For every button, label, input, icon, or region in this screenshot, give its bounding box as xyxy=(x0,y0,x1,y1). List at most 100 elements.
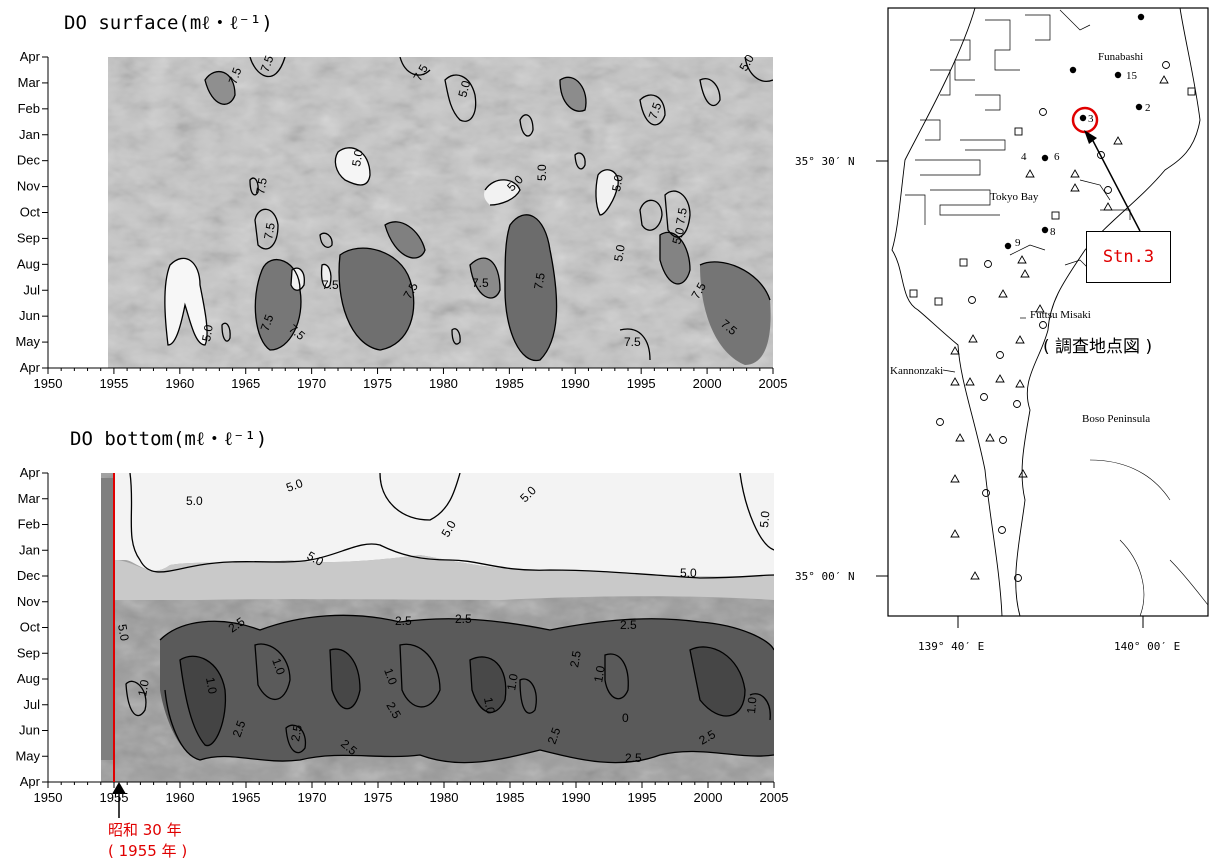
y-tick-label: Apr xyxy=(20,360,41,375)
contour-label: 1.0 xyxy=(744,696,759,714)
station-number-label: 3 xyxy=(1088,113,1094,125)
y-tick-label: Nov xyxy=(17,179,41,194)
y-tick-label: Feb xyxy=(18,517,40,532)
contour-label: 2.5 xyxy=(625,751,642,765)
station-number-label: 8 xyxy=(1050,226,1056,238)
station-number-label: 2 xyxy=(1145,102,1151,114)
bottom-y-ticks: Apr May Jun Jul Aug Sep Oct Nov Dec Jan Feb Mar Apr xyxy=(15,465,48,789)
bottom-chart-title: DO bottom(mℓ・ℓ⁻¹) xyxy=(70,428,268,450)
contour-label: 7.5 xyxy=(531,271,548,290)
harbor-structures xyxy=(905,9,1131,271)
y-tick-label: Jul xyxy=(23,697,40,712)
y-tick-label: Feb xyxy=(18,101,40,116)
contour-label: 7.5 xyxy=(646,100,665,121)
contour-label: 7.5 xyxy=(624,335,641,349)
y-tick-label: Sep xyxy=(17,645,40,660)
contour-label: 7.5 xyxy=(258,312,277,333)
place-label-futtsu: Futtsu Misaki xyxy=(1030,309,1091,321)
y-tick-label: Dec xyxy=(17,153,41,168)
surface-y-ticks: Apr May Jun Jul Aug Sep Oct Nov Dec Jan Feb Mar Apr xyxy=(15,49,48,375)
contour-label: 5.0 xyxy=(199,323,216,342)
contour-label: 2.5 xyxy=(230,718,249,739)
x-tick-label: 1975 xyxy=(364,790,393,805)
survey-stations-open xyxy=(909,61,1196,582)
station-label: Stn.3 xyxy=(1102,247,1155,267)
marker-label-showa: 昭和 30 年 xyxy=(108,821,182,839)
x-tick-label: 1975 xyxy=(363,376,392,391)
y-tick-label: May xyxy=(15,748,40,763)
x-tick-label: 1965 xyxy=(231,376,260,391)
contour-label: 7.5 xyxy=(258,53,277,74)
y-tick-label: Jan xyxy=(19,127,40,142)
station-map: 15 2 3 4 6 8 9 Funabashi Tokyo Bay Futts… xyxy=(795,7,1209,653)
station-number-label: 4 xyxy=(1021,151,1027,163)
x-tick-label: 1990 xyxy=(561,376,590,391)
bottom-field-shading xyxy=(101,473,774,782)
y-tick-label: Sep xyxy=(17,230,40,245)
y-tick-label: Aug xyxy=(17,256,40,271)
contour-label: 2.5 xyxy=(455,612,472,626)
y-tick-label: Oct xyxy=(20,620,41,635)
station-label-box: Stn.3 xyxy=(1086,231,1171,283)
contour-label: 2.5 xyxy=(620,618,637,632)
contour-label: 1.0 xyxy=(269,656,288,677)
y-tick-label: Apr xyxy=(20,774,41,789)
contour-label: 0 xyxy=(622,711,629,725)
y-tick-label: Jan xyxy=(19,542,40,557)
contour-label: 5.0 xyxy=(535,164,549,181)
contour-label: 7.5 xyxy=(253,176,270,195)
contour-label: 1.0 xyxy=(504,672,521,691)
x-tick-label: 2000 xyxy=(693,376,722,391)
lon-label-00: 140° 00′ E xyxy=(1114,640,1180,653)
contour-label: 1.0 xyxy=(591,664,608,683)
contour-label: 1.0 xyxy=(203,676,220,695)
x-tick-label: 1985 xyxy=(496,790,525,805)
station-number-label: 6 xyxy=(1054,151,1060,163)
marker-arrow xyxy=(112,782,126,818)
y-tick-label: Aug xyxy=(17,671,40,686)
contour-label: 2.5 xyxy=(567,649,584,668)
contour-label: 7.5 xyxy=(673,206,690,225)
contour-label: 5.0 xyxy=(611,243,628,262)
lon-label-40: 139° 40′ E xyxy=(918,640,984,653)
y-tick-label: Jul xyxy=(23,282,40,297)
bottom-x-ticks: 1950 1955 1960 1965 1970 1975 1980 1985 1990 1995… xyxy=(34,782,789,805)
survey-stations-filled xyxy=(1004,13,1145,250)
contour-label: 1.0 xyxy=(135,678,152,697)
x-tick-label: 1955 xyxy=(99,376,128,391)
x-tick-label: 1965 xyxy=(232,790,261,805)
east-shoreline xyxy=(1015,7,1201,617)
y-tick-label: Mar xyxy=(18,491,41,506)
x-tick-label: 2005 xyxy=(760,790,789,805)
contour-label: 7.5 xyxy=(322,278,339,292)
contour-label: 1.0 xyxy=(381,666,400,687)
stn3-arrow-head xyxy=(1084,130,1097,144)
y-tick-label: Jun xyxy=(19,723,40,738)
y-tick-label: Oct xyxy=(20,205,41,220)
bottom-contours xyxy=(125,473,774,764)
x-tick-label: 1960 xyxy=(165,376,194,391)
contour-label: 5.0 xyxy=(757,510,772,528)
y-tick-label: Jun xyxy=(19,308,40,323)
y-tick-label: Apr xyxy=(20,49,41,64)
contour-label: 7.5 xyxy=(472,276,489,290)
stn3-arrow-line xyxy=(1090,136,1141,232)
place-label-tokyo-bay: Tokyo Bay xyxy=(990,191,1039,203)
surface-contours xyxy=(164,57,773,361)
marker-label-year: ( 1955 年 ) xyxy=(108,842,188,860)
station-number-label: 9 xyxy=(1015,237,1021,249)
place-label-funabashi: Funabashi xyxy=(1098,51,1143,63)
x-tick-label: 2005 xyxy=(759,376,788,391)
x-tick-label: 1980 xyxy=(430,790,459,805)
station-number-label: 15 xyxy=(1126,70,1138,82)
west-shoreline xyxy=(891,7,1003,617)
contour-label: 5.0 xyxy=(115,623,132,642)
map-frame xyxy=(887,7,1209,617)
x-tick-label: 1995 xyxy=(628,790,657,805)
lat-label-30: 35° 30′ N xyxy=(795,155,855,168)
x-tick-label: 1970 xyxy=(298,790,327,805)
x-tick-label: 1990 xyxy=(562,790,591,805)
y-tick-label: May xyxy=(15,334,40,349)
y-tick-label: Apr xyxy=(20,465,41,480)
